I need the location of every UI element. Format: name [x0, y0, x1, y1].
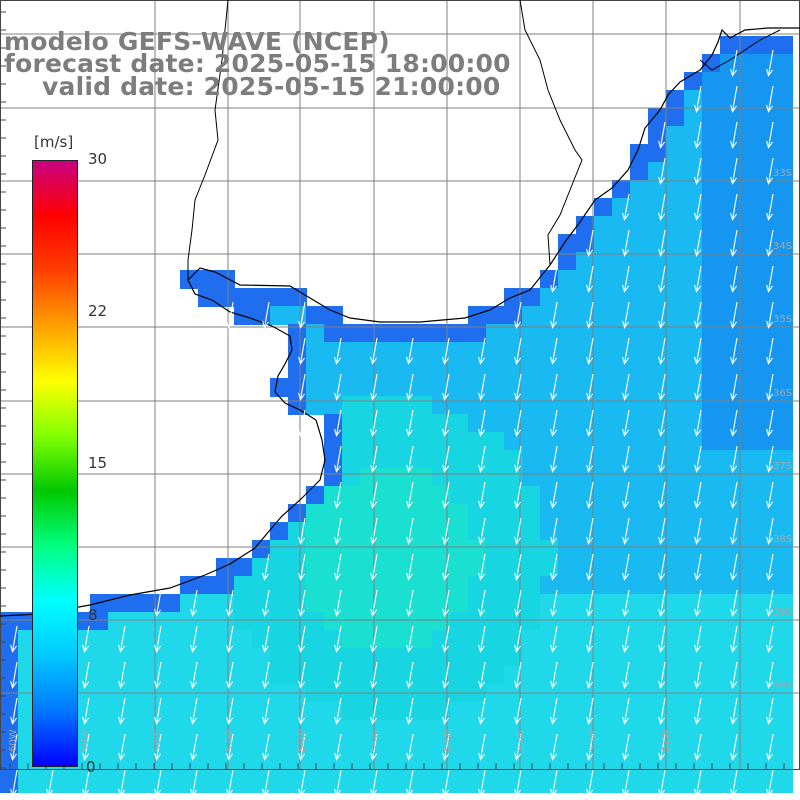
colorbar-tick-8: 8: [88, 606, 98, 624]
title-valid-date: valid date: 2025-05-15 21:00:00: [42, 72, 501, 101]
longitude-label: 57W: [224, 729, 235, 752]
longitude-label: 56W: [297, 729, 308, 752]
colorbar-tick-30: 30: [88, 150, 108, 168]
latitude-label: 40S: [773, 680, 792, 691]
latitude-label: 39S: [773, 607, 792, 618]
longitude-label: 60W: [8, 729, 19, 752]
longitude-label: 58W: [152, 729, 163, 752]
coastline: [0, 0, 800, 617]
latitude-label: 38S: [773, 534, 792, 545]
colorbar-tick-0: 0: [86, 758, 96, 776]
longitude-label: 55W: [370, 729, 381, 752]
colorbar: [32, 160, 78, 767]
title-forecast-date: forecast date: 2025-05-15 18:00:00: [4, 49, 511, 78]
colorbar-tick-22: 22: [88, 302, 108, 320]
wind-speed-field: [0, 36, 793, 793]
longitude-label: 54W: [443, 729, 454, 752]
latitude-label: 33S: [773, 168, 792, 179]
longitude-label: 53W: [516, 729, 527, 752]
axis-labels: 33S 34S 35S 36S 37S 38S 39S 40S 60W 59W 58W 57W 56W 5…: [8, 168, 792, 752]
lat-lon-grid: [0, 0, 800, 770]
wind-vectors: [10, 49, 774, 797]
longitude-label: 59W: [80, 729, 91, 752]
latitude-label: 35S: [773, 314, 792, 325]
colorbar-unit: [m/s]: [34, 133, 74, 151]
longitude-label: 51W: [661, 729, 672, 752]
longitude-label: 52W: [588, 729, 599, 752]
title-model: modelo GEFS-WAVE (NCEP): [4, 27, 390, 56]
latitude-label: 34S: [773, 241, 792, 252]
latitude-label: 36S: [773, 388, 792, 399]
colorbar-tick-15: 15: [88, 454, 108, 472]
latitude-label: 37S: [773, 461, 792, 472]
